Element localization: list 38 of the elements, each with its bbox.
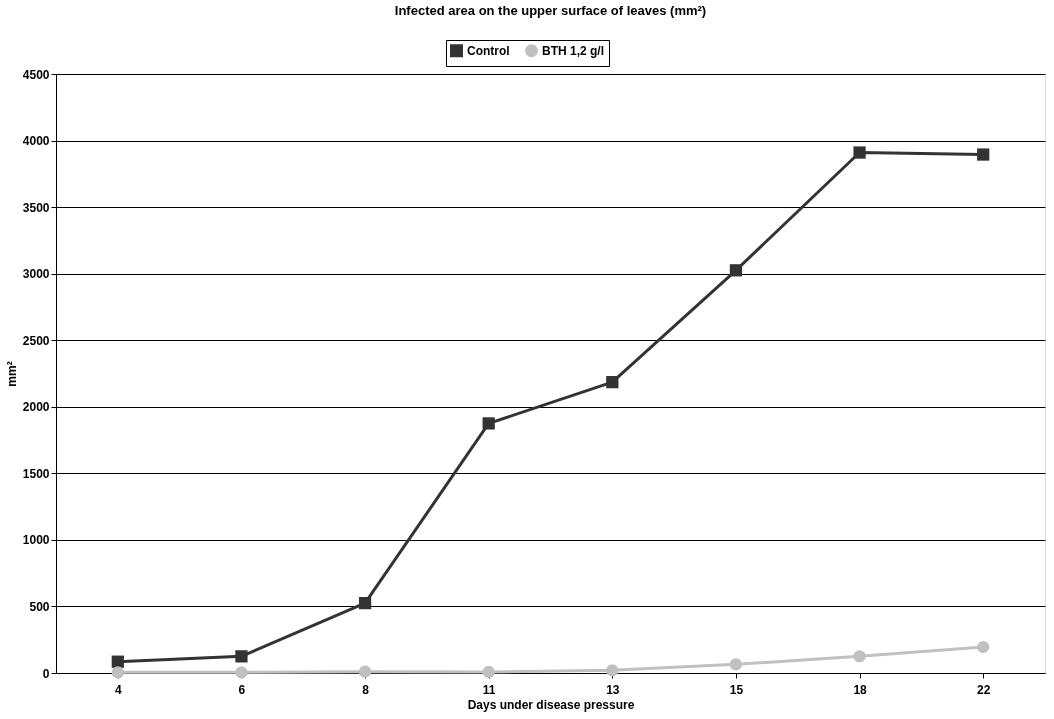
point xyxy=(977,148,990,161)
y-tick-label: 2000 xyxy=(22,400,50,415)
y-tick-label: 1000 xyxy=(22,533,50,548)
point xyxy=(482,665,495,679)
y-tick-label: 3500 xyxy=(22,200,50,215)
point xyxy=(729,658,743,671)
point xyxy=(853,650,866,663)
point xyxy=(729,264,743,277)
y-tick-label: 4000 xyxy=(22,134,50,149)
point xyxy=(111,666,124,679)
y-tick-label: 4500 xyxy=(22,67,50,82)
x-tick-label: 22 xyxy=(977,682,991,697)
x-tick-label: 15 xyxy=(729,682,744,697)
chart-title: Infected area on the upper surface of leaves (mm²) xyxy=(394,3,707,18)
legend-label: Control xyxy=(467,43,510,58)
point xyxy=(235,666,248,679)
point xyxy=(853,146,866,159)
x-tick-label: 18 xyxy=(853,682,868,697)
y-tick-label: 3000 xyxy=(22,267,50,282)
y-tick-label: 500 xyxy=(29,599,50,614)
point xyxy=(977,640,990,654)
x-tick-label: 8 xyxy=(362,682,370,697)
point xyxy=(358,596,372,610)
point xyxy=(606,664,619,677)
point xyxy=(482,417,495,430)
point xyxy=(606,376,619,389)
x-tick-label: 13 xyxy=(606,682,620,697)
y-tick-label: 2500 xyxy=(22,333,50,348)
y-tick-label: 0 xyxy=(42,666,50,681)
y-axis-title: mm² xyxy=(4,361,19,387)
point xyxy=(235,650,248,663)
x-tick-label: 6 xyxy=(238,682,246,697)
y-tick-label: 1500 xyxy=(22,466,50,481)
x-tick-label: 11 xyxy=(482,682,496,697)
x-tick-label: 4 xyxy=(114,682,122,697)
x-axis-title: Days under disease pressure xyxy=(467,697,635,712)
legend-label: BTH 1,2 g/l xyxy=(542,43,605,58)
point xyxy=(358,665,372,678)
